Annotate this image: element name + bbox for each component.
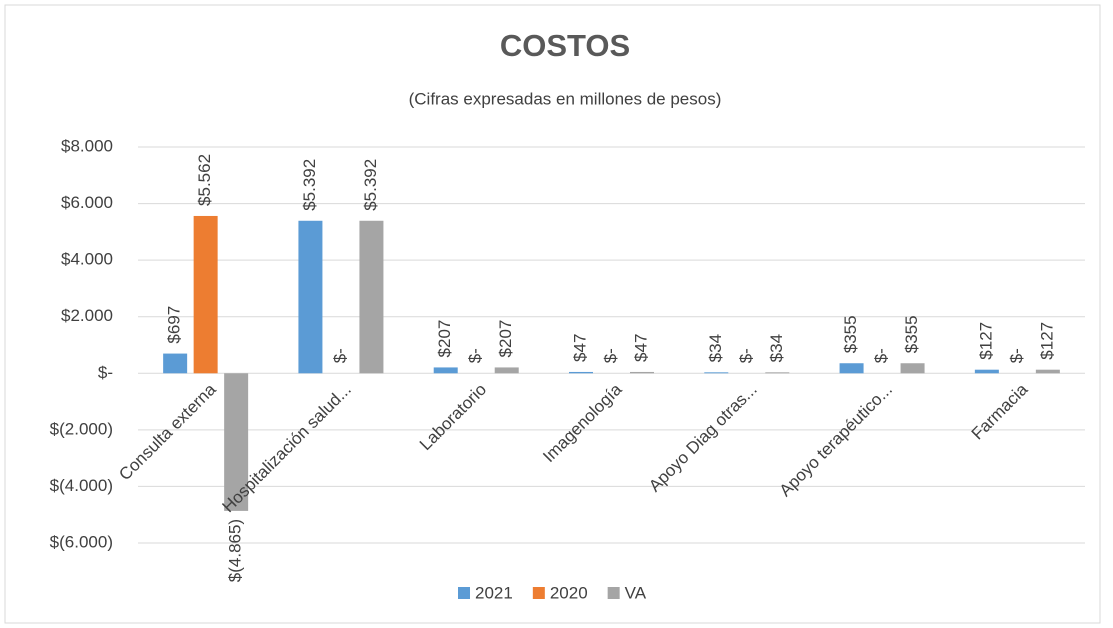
value-label: $127 bbox=[976, 322, 995, 360]
bar bbox=[704, 372, 729, 374]
chart-frame bbox=[4, 4, 1101, 624]
bar bbox=[298, 220, 323, 374]
legend-label: VA bbox=[625, 583, 647, 602]
bar bbox=[1035, 369, 1060, 374]
legend-swatch bbox=[607, 587, 620, 599]
bar bbox=[163, 353, 188, 374]
chart-title: COSTOS bbox=[500, 28, 630, 63]
value-label: $- bbox=[601, 348, 620, 363]
value-label: $5.392 bbox=[361, 159, 380, 211]
value-label: $47 bbox=[631, 334, 650, 362]
bar bbox=[765, 372, 790, 374]
value-label: $- bbox=[330, 348, 349, 363]
value-label: $127 bbox=[1037, 322, 1056, 360]
bar bbox=[193, 215, 218, 374]
legend-label: 2020 bbox=[550, 583, 588, 602]
legend-label: 2021 bbox=[475, 583, 513, 602]
bar bbox=[359, 220, 384, 374]
value-label: $207 bbox=[496, 320, 515, 358]
value-label: $207 bbox=[435, 320, 454, 358]
value-label: $697 bbox=[165, 306, 184, 344]
bar bbox=[494, 367, 519, 374]
bar bbox=[569, 371, 593, 374]
bar bbox=[900, 363, 925, 374]
bar bbox=[630, 371, 654, 374]
value-label: $47 bbox=[570, 334, 589, 362]
value-label: $355 bbox=[841, 315, 860, 353]
value-label: $- bbox=[466, 348, 485, 363]
value-label: $5.392 bbox=[300, 159, 319, 211]
bar bbox=[839, 363, 864, 374]
value-label: $- bbox=[1007, 348, 1026, 363]
y-tick-label: $2.000 bbox=[61, 306, 113, 325]
y-tick-label: $8.000 bbox=[61, 136, 113, 155]
bar bbox=[224, 373, 249, 511]
value-label: $34 bbox=[706, 334, 725, 362]
y-tick-label: $(2.000) bbox=[50, 419, 113, 438]
bar bbox=[433, 367, 458, 374]
value-label: $- bbox=[872, 348, 891, 363]
value-label: $5.562 bbox=[195, 154, 214, 206]
value-label: $(4.865) bbox=[226, 519, 245, 582]
value-label: $34 bbox=[767, 334, 786, 362]
y-tick-label: $4.000 bbox=[61, 250, 113, 269]
y-tick-label: $(4.000) bbox=[50, 476, 113, 495]
y-tick-label: $- bbox=[98, 363, 113, 382]
y-tick-label: $6.000 bbox=[61, 193, 113, 212]
chart-subtitle: (Cifras expresadas en millones de pesos) bbox=[409, 89, 722, 108]
value-label: $355 bbox=[902, 315, 921, 353]
legend-swatch bbox=[532, 587, 545, 599]
legend-swatch bbox=[458, 587, 470, 599]
bar bbox=[974, 369, 999, 374]
value-label: $- bbox=[736, 348, 755, 363]
y-tick-label: $(6.000) bbox=[50, 532, 113, 551]
